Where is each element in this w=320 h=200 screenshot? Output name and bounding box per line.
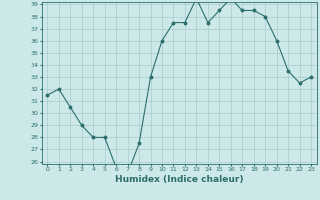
X-axis label: Humidex (Indice chaleur): Humidex (Indice chaleur) <box>115 175 244 184</box>
